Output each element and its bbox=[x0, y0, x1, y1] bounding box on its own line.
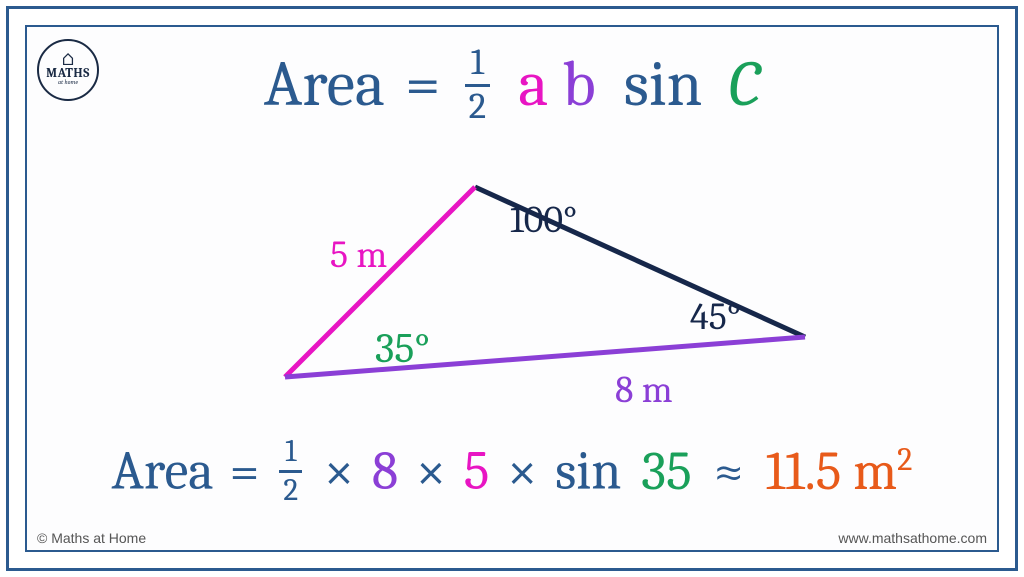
eq-times-2: × bbox=[416, 440, 446, 503]
side-b-label: 8 m bbox=[615, 368, 673, 407]
formula-b: b bbox=[562, 47, 595, 121]
area-formula: Area = 1 2 a b sin C bbox=[27, 45, 997, 126]
triangle-diagram: 5 m 8 m 100° 45° 35° bbox=[245, 157, 845, 407]
eq-equals: = bbox=[230, 440, 260, 503]
formula-a: a bbox=[518, 47, 548, 121]
eq-times-1: × bbox=[324, 440, 354, 503]
angle-b-label: 45° bbox=[690, 295, 741, 339]
inner-frame: ⌂ MATHS at home Area = 1 2 a b sin C bbox=[25, 25, 999, 552]
eq-half-den: 2 bbox=[279, 470, 302, 506]
eq-lhs: Area bbox=[112, 440, 214, 503]
eq-result: 11.5 m2 bbox=[766, 440, 913, 503]
angle-a-label: 35° bbox=[375, 324, 430, 373]
eq-sin: sin bbox=[555, 440, 621, 503]
half-denominator: 2 bbox=[465, 84, 491, 126]
eq-approx: ≈ bbox=[714, 440, 744, 503]
side-a-label: 5 m bbox=[330, 233, 387, 277]
formula-lhs: Area bbox=[264, 47, 385, 121]
formula-C: C bbox=[728, 47, 760, 121]
formula-half: 1 2 bbox=[465, 45, 491, 126]
eq-a-value: 5 bbox=[464, 440, 490, 503]
eq-result-val: 11.5 m bbox=[766, 440, 898, 503]
formula-sin: sin bbox=[624, 47, 703, 121]
formula-equals: = bbox=[405, 47, 440, 121]
eq-C-value: 35 bbox=[641, 440, 692, 503]
eq-half: 1 2 bbox=[279, 436, 302, 506]
angle-c-label: 100° bbox=[510, 198, 577, 242]
eq-half-num: 1 bbox=[279, 436, 302, 469]
side-b bbox=[285, 337, 805, 377]
footer-copyright: © Maths at Home bbox=[37, 530, 146, 546]
eq-times-3: × bbox=[507, 440, 537, 503]
footer-url: www.mathsathome.com bbox=[838, 530, 987, 546]
worked-equation: Area = 1 2 × 8 × 5 × sin 35 ≈ 11.5 m2 bbox=[27, 436, 997, 506]
eq-result-exp: 2 bbox=[897, 442, 912, 479]
outer-frame: ⌂ MATHS at home Area = 1 2 a b sin C bbox=[6, 6, 1018, 571]
eq-b-value: 8 bbox=[372, 440, 398, 503]
triangle-svg: 5 m 8 m 100° 45° 35° bbox=[245, 157, 845, 407]
half-numerator: 1 bbox=[465, 45, 491, 84]
